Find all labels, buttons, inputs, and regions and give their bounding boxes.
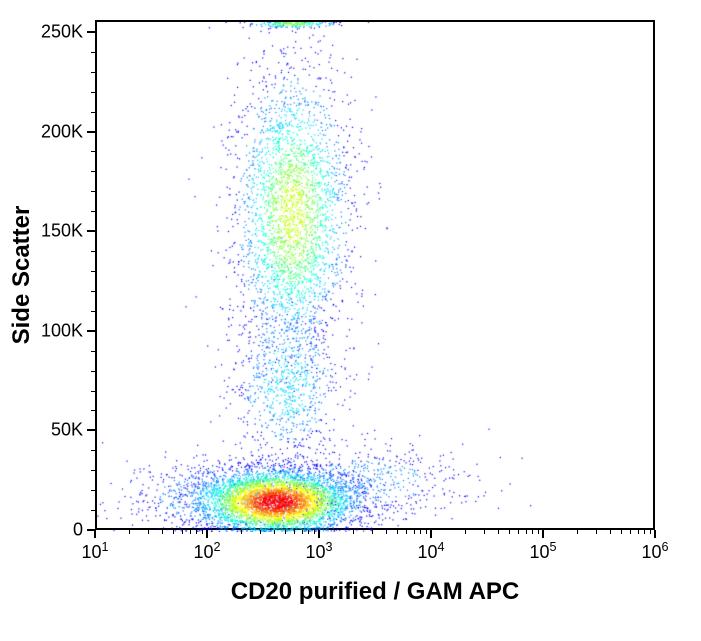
x-minor-tick — [274, 530, 275, 534]
x-minor-tick — [406, 530, 407, 534]
x-minor-tick — [241, 530, 242, 534]
x-minor-tick — [372, 530, 373, 534]
x-minor-tick — [532, 530, 533, 534]
y-minor-tick — [91, 72, 95, 73]
x-minor-tick — [294, 530, 295, 534]
x-minor-tick — [610, 530, 611, 534]
x-minor-tick — [426, 530, 427, 534]
x-minor-tick — [484, 530, 485, 534]
x-minor-tick — [509, 530, 510, 534]
y-tick — [87, 429, 95, 431]
x-minor-tick — [621, 530, 622, 534]
x-minor-tick — [538, 530, 539, 534]
x-minor-tick — [196, 530, 197, 534]
x-minor-tick — [518, 530, 519, 534]
y-minor-tick — [91, 92, 95, 93]
x-minor-tick — [129, 530, 130, 534]
x-minor-tick — [644, 530, 645, 534]
y-tick — [87, 230, 95, 232]
x-minor-tick — [386, 530, 387, 534]
x-axis-label: CD20 purified / GAM APC — [231, 578, 519, 606]
y-minor-tick — [91, 410, 95, 411]
x-tick-label: 101 — [81, 540, 108, 563]
y-minor-tick — [91, 151, 95, 152]
x-minor-tick — [638, 530, 639, 534]
x-tick — [542, 530, 544, 538]
x-tick — [318, 530, 320, 538]
x-tick-label: 106 — [641, 540, 668, 563]
x-minor-tick — [202, 530, 203, 534]
y-tick-label: 250K — [0, 21, 83, 42]
x-minor-tick — [190, 530, 191, 534]
y-minor-tick — [91, 171, 95, 172]
x-minor-tick — [182, 530, 183, 534]
y-tick — [87, 31, 95, 33]
x-minor-tick — [596, 530, 597, 534]
y-minor-tick — [91, 391, 95, 392]
x-minor-tick — [397, 530, 398, 534]
y-minor-tick — [91, 52, 95, 53]
x-minor-tick — [308, 530, 309, 534]
x-minor-tick — [650, 530, 651, 534]
x-minor-tick — [302, 530, 303, 534]
x-minor-tick — [498, 530, 499, 534]
y-tick-label: 100K — [0, 320, 83, 341]
x-minor-tick — [630, 530, 631, 534]
y-tick-label: 0 — [0, 520, 83, 541]
y-minor-tick — [91, 271, 95, 272]
density-scatter-canvas — [97, 22, 657, 532]
y-minor-tick — [91, 291, 95, 292]
x-tick-label: 102 — [193, 540, 220, 563]
x-minor-tick — [173, 530, 174, 534]
x-tick-label: 105 — [529, 540, 556, 563]
x-minor-tick — [414, 530, 415, 534]
y-minor-tick — [91, 251, 95, 252]
y-tick-label: 150K — [0, 221, 83, 242]
x-minor-tick — [577, 530, 578, 534]
y-tick-label: 200K — [0, 121, 83, 142]
y-minor-tick — [91, 191, 95, 192]
y-minor-tick — [91, 450, 95, 451]
x-minor-tick — [420, 530, 421, 534]
x-minor-tick — [148, 530, 149, 534]
x-tick — [430, 530, 432, 538]
x-tick-label: 103 — [305, 540, 332, 563]
y-minor-tick — [91, 112, 95, 113]
y-minor-tick — [91, 470, 95, 471]
y-minor-tick — [91, 490, 95, 491]
x-minor-tick — [353, 530, 354, 534]
x-tick-label: 104 — [417, 540, 444, 563]
x-minor-tick — [314, 530, 315, 534]
x-minor-tick — [465, 530, 466, 534]
x-minor-tick — [260, 530, 261, 534]
y-minor-tick — [91, 371, 95, 372]
plot-area — [95, 20, 655, 530]
x-tick — [94, 530, 96, 538]
y-tick — [87, 131, 95, 133]
y-minor-tick — [91, 351, 95, 352]
y-tick — [87, 330, 95, 332]
x-minor-tick — [162, 530, 163, 534]
y-minor-tick — [91, 211, 95, 212]
x-tick — [654, 530, 656, 538]
y-tick-label: 50K — [0, 420, 83, 441]
y-minor-tick — [91, 311, 95, 312]
x-minor-tick — [526, 530, 527, 534]
x-minor-tick — [285, 530, 286, 534]
y-minor-tick — [91, 510, 95, 511]
x-tick — [206, 530, 208, 538]
flow-cytometry-chart: Side Scatter CD20 purified / GAM APC 050… — [0, 0, 701, 641]
